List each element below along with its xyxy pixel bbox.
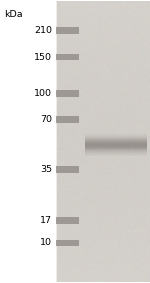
Bar	[56, 27, 80, 34]
Bar	[85, 147, 147, 148]
Bar	[85, 146, 147, 147]
Text: 70: 70	[40, 115, 52, 124]
Bar	[85, 142, 147, 143]
Bar	[85, 143, 147, 144]
Bar	[85, 137, 147, 138]
Bar	[85, 134, 147, 135]
Bar	[56, 239, 80, 246]
Bar	[85, 145, 147, 146]
Bar	[85, 151, 147, 152]
Bar	[85, 154, 147, 155]
Bar	[56, 54, 80, 60]
Bar	[56, 90, 80, 97]
Bar	[85, 139, 147, 140]
Text: 35: 35	[40, 165, 52, 174]
Bar	[85, 141, 147, 142]
Bar	[85, 138, 147, 139]
Bar	[85, 153, 147, 154]
Bar	[85, 148, 147, 149]
Text: kDa: kDa	[4, 10, 22, 19]
Bar	[56, 116, 80, 123]
Bar	[85, 136, 147, 137]
Bar	[56, 217, 80, 224]
Text: 210: 210	[34, 26, 52, 35]
Text: 17: 17	[40, 216, 52, 225]
Bar	[56, 166, 80, 173]
Text: 10: 10	[40, 238, 52, 247]
Bar	[85, 140, 147, 141]
Bar	[85, 152, 147, 153]
Bar	[85, 155, 147, 156]
Bar	[85, 144, 147, 145]
Bar	[85, 150, 147, 151]
Bar	[85, 149, 147, 150]
Bar	[85, 135, 147, 136]
Text: 150: 150	[34, 53, 52, 61]
Text: 100: 100	[34, 89, 52, 98]
